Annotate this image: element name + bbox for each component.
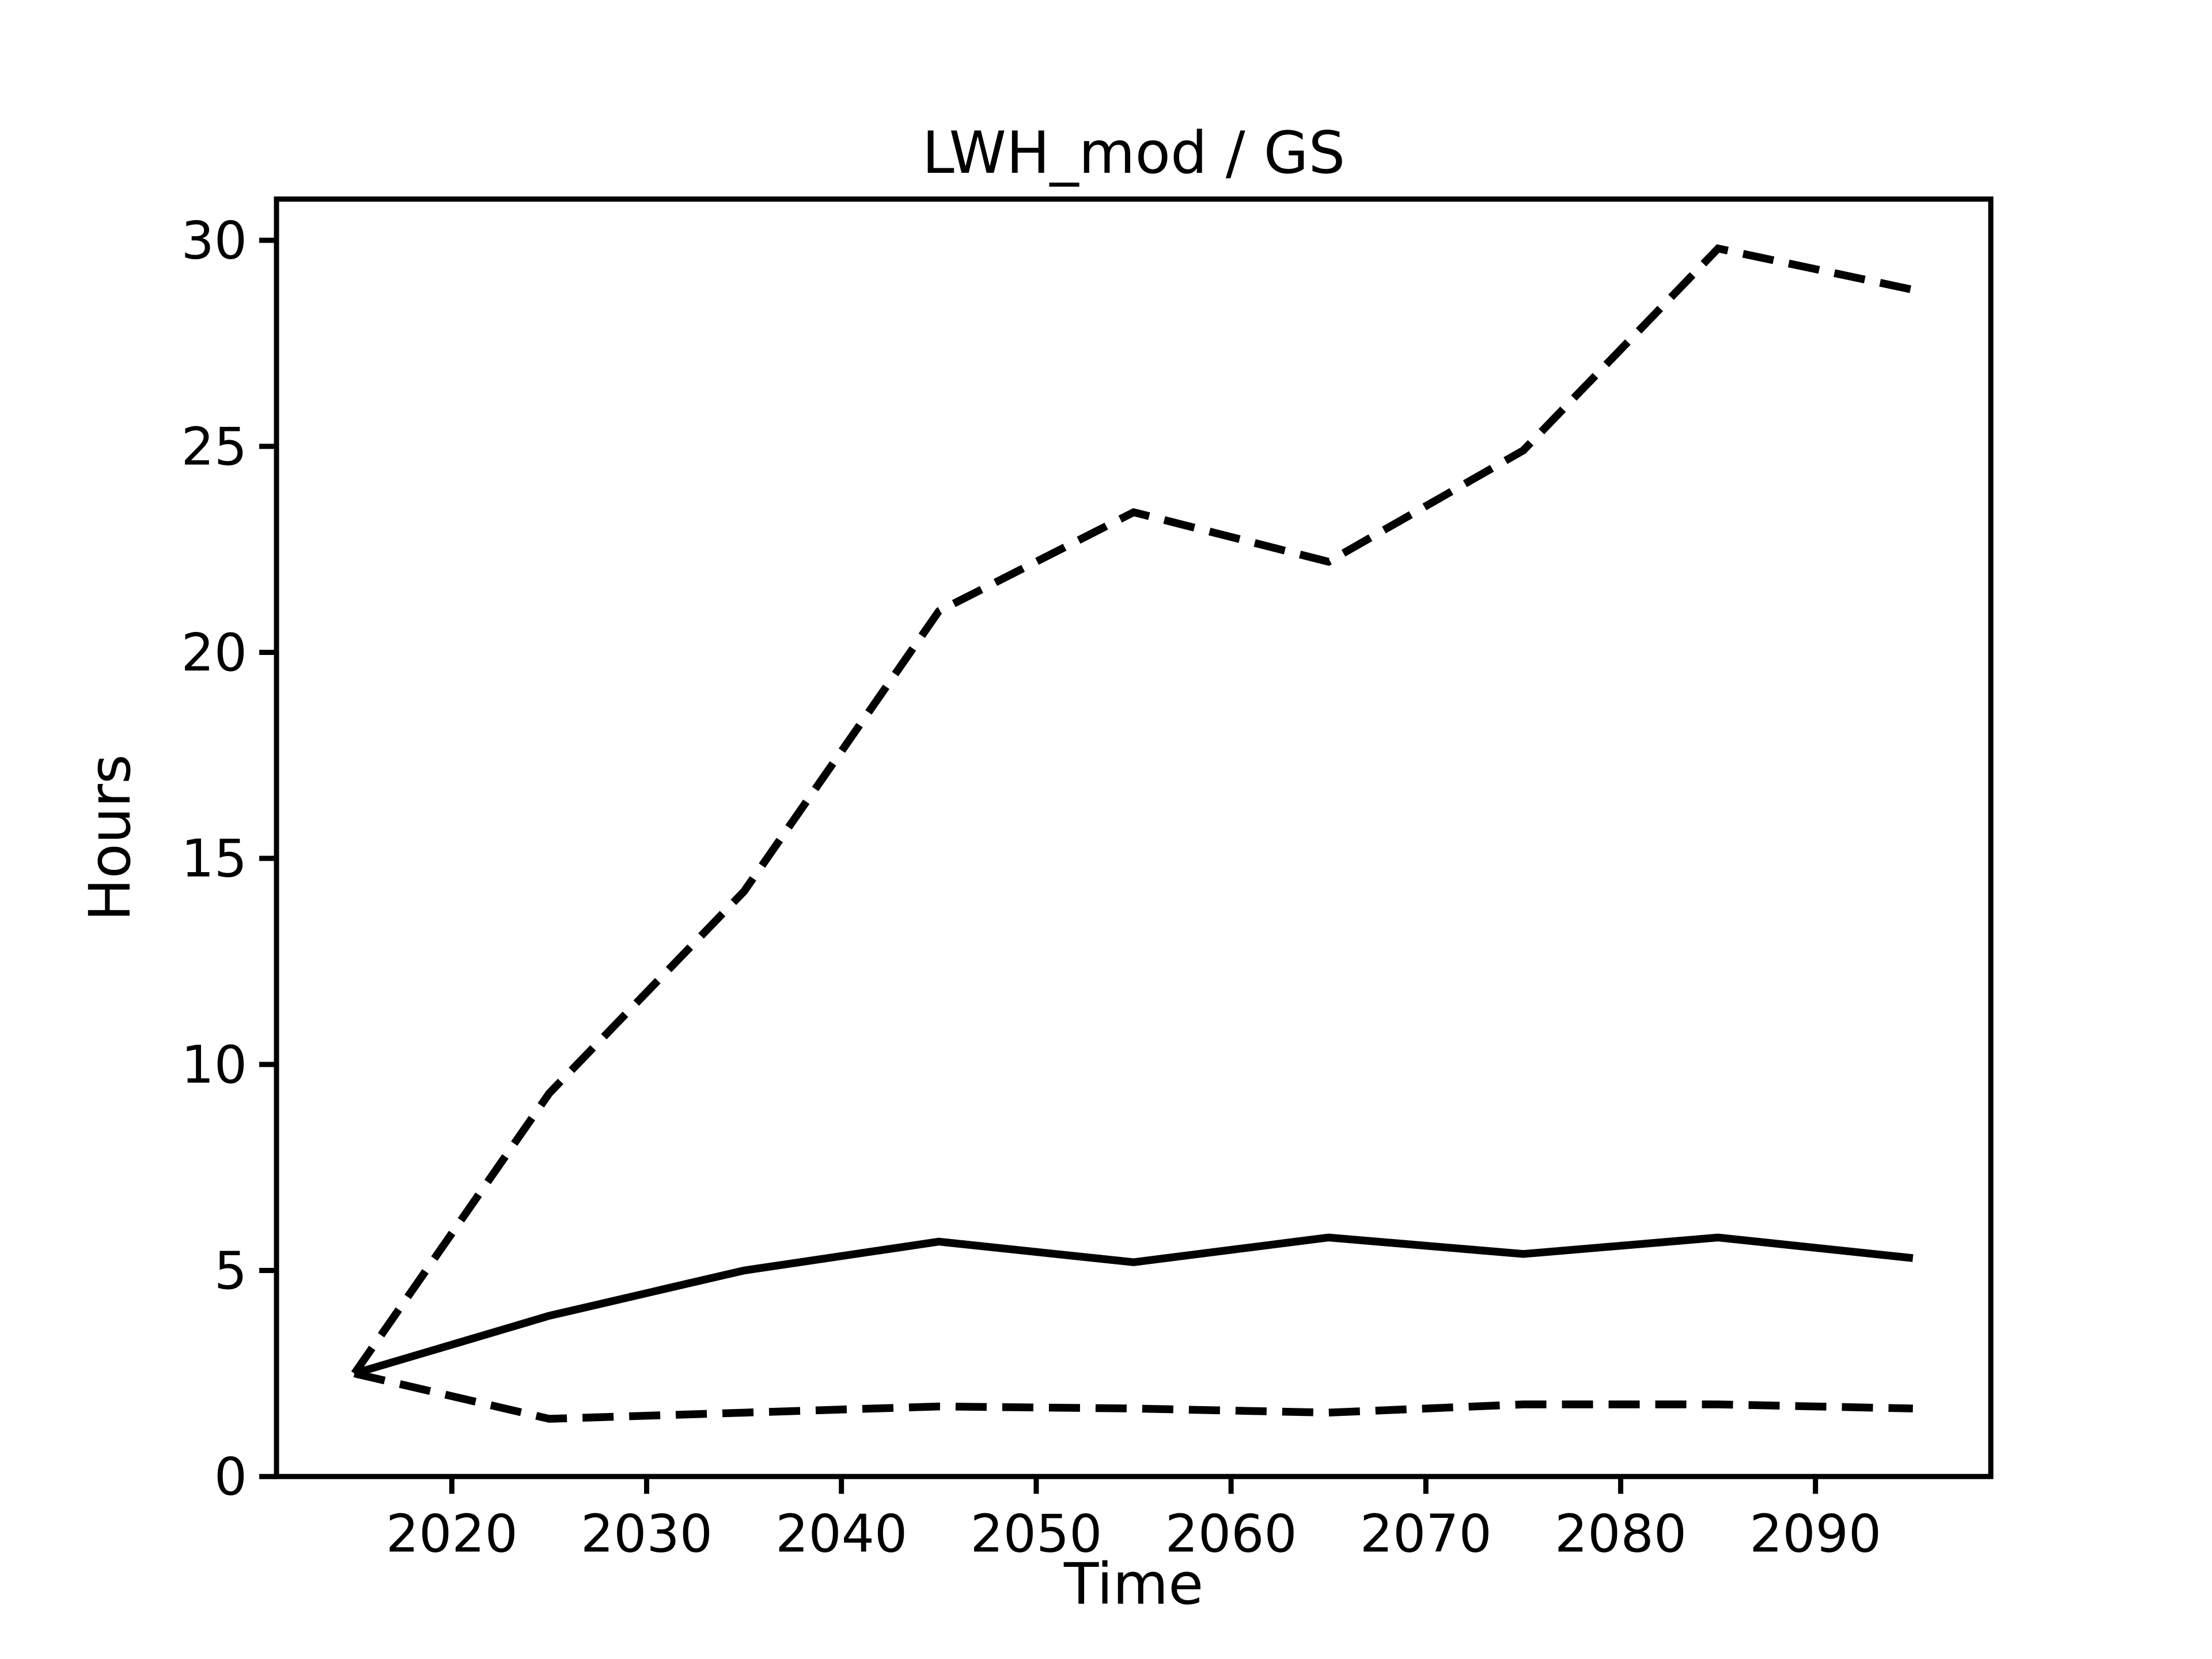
- y-tick-label: 5: [214, 1241, 247, 1301]
- x-tick-label: 2090: [1749, 1504, 1881, 1565]
- series-line-middle-solid: [353, 1233, 1914, 1377]
- y-tick-label: 0: [214, 1447, 247, 1508]
- series-line-lower-dashed: [353, 1369, 1913, 1423]
- x-tick-label: 2080: [1555, 1504, 1687, 1565]
- x-tick-label: 2040: [775, 1504, 907, 1565]
- plot-frame: [274, 196, 1994, 1479]
- x-tick-label: 2020: [386, 1504, 518, 1565]
- axis-ticks: 2020 2030 2040 2050 2060 2070 2080 209005101520…: [181, 211, 1881, 1565]
- y-tick-label: 10: [181, 1035, 247, 1095]
- series-line-upper-dashed: [351, 244, 1914, 1376]
- x-tick-label: 2030: [581, 1504, 713, 1565]
- y-axis-label: Hours: [77, 754, 143, 921]
- y-tick-label: 15: [181, 829, 247, 889]
- x-axis-label: Time: [1063, 1551, 1203, 1618]
- x-tick-label: 2060: [1165, 1504, 1297, 1565]
- y-tick-label: 30: [181, 211, 247, 271]
- y-tick-label: 25: [181, 416, 247, 477]
- x-tick-label: 2050: [970, 1504, 1102, 1565]
- y-tick-label: 20: [181, 623, 247, 683]
- chart-series: [351, 244, 1914, 1423]
- chart-title: LWH_mod / GS: [922, 119, 1346, 187]
- x-tick-label: 2070: [1360, 1504, 1492, 1565]
